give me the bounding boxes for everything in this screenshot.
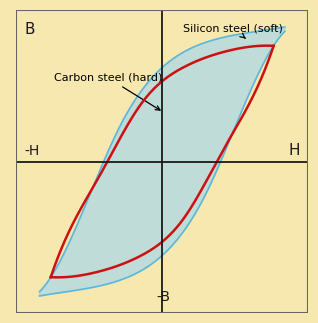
- Text: Silicon steel (soft): Silicon steel (soft): [183, 24, 283, 38]
- Text: -H: -H: [25, 144, 40, 159]
- Text: B: B: [25, 22, 35, 37]
- Text: H: H: [288, 143, 300, 159]
- Text: -B: -B: [156, 290, 170, 304]
- Text: Carbon steel (hard): Carbon steel (hard): [53, 73, 162, 110]
- Polygon shape: [39, 27, 285, 296]
